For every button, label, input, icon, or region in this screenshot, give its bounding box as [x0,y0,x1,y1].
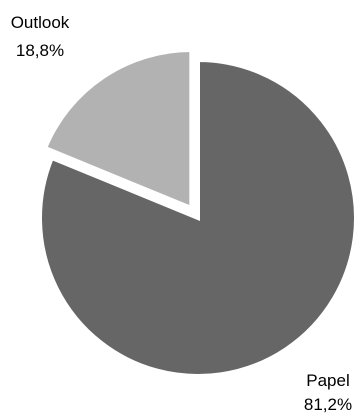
papel-value-label: 81,2% [304,395,352,414]
pie-slices [38,48,358,378]
papel-label: Papel [306,371,349,390]
outlook-label: Outlook [11,13,70,32]
outlook-value-label: 18,8% [16,41,64,60]
pie-slice-outlook [42,48,194,212]
pie-slice-papel [38,57,358,378]
